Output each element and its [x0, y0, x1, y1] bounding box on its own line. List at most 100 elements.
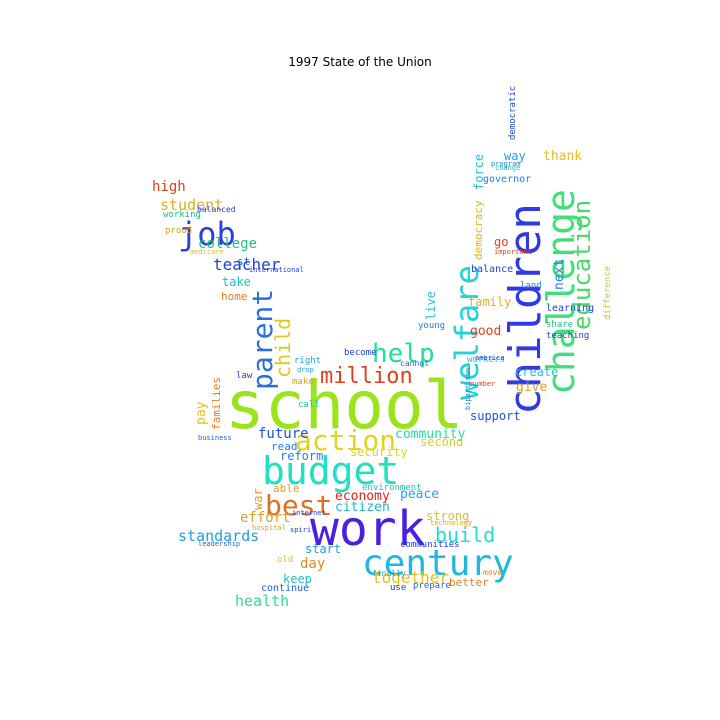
- cloud-word: health: [235, 592, 289, 610]
- cloud-word: change: [495, 164, 520, 172]
- cloud-word: medicare: [190, 248, 224, 256]
- cloud-word: international: [249, 266, 304, 274]
- cloud-word: good: [470, 324, 501, 339]
- cloud-word: america: [475, 354, 505, 362]
- cloud-word: make: [292, 377, 314, 387]
- cloud-word: force: [472, 154, 486, 190]
- cloud-word: help: [372, 339, 435, 369]
- cloud-word: land: [520, 281, 542, 291]
- cloud-word: best: [265, 489, 332, 522]
- cloud-word: young: [418, 321, 445, 331]
- cloud-word: call: [298, 400, 320, 410]
- cloud-word: thank: [543, 149, 582, 164]
- cloud-word: working: [163, 210, 201, 220]
- cloud-word: teaching: [546, 331, 589, 341]
- cloud-word: community: [395, 427, 466, 442]
- cloud-word: move: [483, 568, 502, 577]
- cloud-word: difference: [603, 266, 613, 320]
- cloud-word: old: [277, 555, 293, 565]
- cloud-word: internet: [292, 509, 326, 517]
- cloud-word: job: [178, 215, 236, 253]
- cloud-word: teacher: [213, 255, 281, 274]
- cloud-word: security: [350, 445, 408, 459]
- cloud-word: citizen: [335, 500, 390, 515]
- cloud-word: war: [251, 488, 265, 510]
- cloud-word: law: [236, 371, 253, 381]
- cloud-word: reform: [280, 449, 323, 463]
- figure-title: 1997 State of the Union: [288, 55, 432, 69]
- cloud-word: prepare: [413, 581, 451, 591]
- cloud-word: economy: [335, 489, 390, 504]
- cloud-word: parent: [246, 289, 279, 390]
- cloud-word: drop: [297, 366, 314, 374]
- cloud-word: school: [225, 367, 463, 444]
- cloud-word: million: [320, 364, 413, 389]
- cloud-word: right: [294, 356, 321, 366]
- cloud-word: read: [271, 440, 298, 453]
- cloud-word: century: [362, 543, 514, 584]
- cloud-word: work: [310, 501, 426, 557]
- cloud-word: number: [470, 380, 495, 388]
- cloud-word: leadership: [198, 540, 240, 548]
- cloud-word: technology: [430, 519, 472, 527]
- cloud-word: together: [372, 568, 449, 587]
- cloud-word: hospital: [252, 524, 286, 532]
- cloud-word: use: [390, 583, 406, 593]
- cloud-word: strong: [426, 509, 469, 523]
- cloud-word: children: [500, 203, 551, 415]
- cloud-word: support: [470, 409, 521, 423]
- cloud-word: able: [273, 482, 300, 495]
- cloud-word: future: [258, 426, 309, 442]
- cloud-word: important: [494, 248, 532, 256]
- cloud-word: budget: [262, 449, 399, 493]
- cloud-word: learning: [546, 303, 594, 314]
- cloud-word: pay: [194, 401, 209, 425]
- cloud-word: spirit: [290, 526, 315, 534]
- cloud-word: day: [300, 556, 325, 572]
- cloud-word: democratic: [508, 86, 518, 140]
- cloud-word: next: [552, 259, 567, 290]
- cloud-word: governor: [483, 174, 531, 185]
- cloud-word: balance: [471, 264, 513, 275]
- cloud-word: welfare: [448, 265, 486, 400]
- cloud-word: family: [468, 295, 511, 309]
- cloud-word: action: [295, 424, 396, 457]
- cloud-word: peace: [400, 487, 439, 502]
- cloud-word: live: [424, 291, 438, 320]
- cloud-word: take: [222, 275, 251, 289]
- cloud-word: business: [198, 434, 232, 442]
- cloud-word: create: [515, 365, 558, 379]
- cloud-word: proud: [165, 226, 192, 236]
- cloud-word: give: [516, 380, 547, 395]
- cloud-word: finally: [372, 569, 406, 578]
- cloud-word: keep: [283, 572, 312, 586]
- cloud-word: share: [546, 320, 573, 330]
- cloud-word: challenge: [539, 189, 583, 395]
- cloud-word: program: [491, 160, 521, 168]
- cloud-word: student: [160, 196, 223, 214]
- cloud-word: education: [568, 200, 596, 330]
- cloud-word: standards: [178, 527, 259, 545]
- cloud-word: bipartisan: [464, 368, 472, 410]
- cloud-word: home: [221, 290, 248, 303]
- cloud-word: start: [305, 542, 341, 556]
- cloud-word: better: [449, 576, 489, 589]
- cloud-word: effort: [240, 510, 291, 526]
- cloud-word: workers: [467, 355, 505, 365]
- cloud-word: way: [504, 149, 526, 163]
- cloud-word: college: [198, 236, 257, 252]
- cloud-word: communities: [400, 540, 460, 550]
- cloud-word: environment: [362, 483, 422, 493]
- cloud-word: st: [237, 255, 250, 268]
- cloud-word: cannot: [400, 359, 429, 368]
- cloud-word: second: [420, 435, 463, 449]
- cloud-word: democracy: [472, 200, 485, 260]
- cloud-word: build: [435, 523, 495, 547]
- cloud-word: families: [210, 377, 223, 430]
- cloud-word: high: [152, 179, 186, 195]
- cloud-word: go: [494, 235, 508, 249]
- cloud-word: continue: [261, 583, 309, 594]
- cloud-word: balanced: [197, 205, 236, 214]
